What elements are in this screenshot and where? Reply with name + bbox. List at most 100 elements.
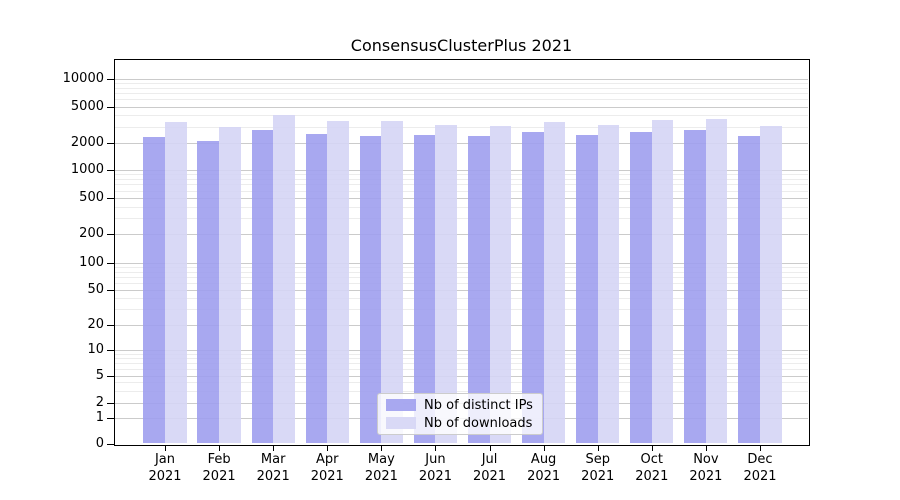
y-tick-label: 0 xyxy=(95,435,104,451)
y-tick-mark xyxy=(107,375,114,377)
gridline-minor xyxy=(115,267,808,269)
gridline-minor xyxy=(115,298,808,300)
x-tick-mark xyxy=(489,445,491,451)
x-tick-year: 2021 xyxy=(635,469,669,484)
chart-title: ConsensusClusterPlus 2021 xyxy=(350,36,573,55)
x-tick-month: Oct xyxy=(640,452,664,467)
x-tick-month: Feb xyxy=(207,452,231,467)
gridline-major xyxy=(115,324,808,326)
bar-distinct-ips-apr xyxy=(305,133,328,444)
gridline-major xyxy=(115,263,808,264)
y-tick-mark xyxy=(107,350,114,351)
x-tick-year: 2021 xyxy=(472,469,507,484)
x-tick-label: Dec 2021 xyxy=(728,451,792,485)
gridline-minor xyxy=(115,358,808,360)
bar-distinct-ips-jul xyxy=(467,136,490,444)
gridline-minor xyxy=(115,115,808,117)
x-tick-month: Mar xyxy=(260,452,286,467)
x-tick-label: Mar 2021 xyxy=(241,451,305,485)
legend-label-distinct-ips: Nb of distinct IPs xyxy=(424,397,533,413)
x-tick-label: Sep 2021 xyxy=(566,451,630,485)
y-tick-label: 20 xyxy=(87,316,104,332)
gridline-minor xyxy=(115,368,808,370)
bar-downloads-feb xyxy=(219,127,241,444)
gridline-major xyxy=(115,142,808,144)
x-tick-month: May xyxy=(367,452,395,467)
y-tick-label: 500 xyxy=(79,189,104,205)
bar-downloads-dec xyxy=(759,126,782,444)
x-tick-month: Aug xyxy=(530,452,557,467)
bar-distinct-ips-sep xyxy=(576,134,598,444)
gridline-minor xyxy=(115,363,808,365)
gridline-minor xyxy=(115,126,808,128)
gridline-major xyxy=(115,234,808,235)
gridline-minor xyxy=(115,179,808,181)
x-tick-mark xyxy=(705,445,707,451)
x-tick-year: 2021 xyxy=(418,469,452,484)
y-tick-label: 100 xyxy=(79,255,104,270)
legend-swatch-distinct-ips xyxy=(386,399,416,411)
x-tick-month: Jan xyxy=(154,452,176,467)
bar-downloads-jan xyxy=(165,121,187,444)
legend-swatch-downloads xyxy=(386,417,416,429)
x-tick-year: 2021 xyxy=(148,469,182,484)
gridline-minor xyxy=(115,184,808,186)
x-tick-label: Feb 2021 xyxy=(187,451,251,485)
bar-distinct-ips-jun xyxy=(413,134,436,444)
x-tick-month: Apr xyxy=(316,452,339,467)
x-tick-mark xyxy=(381,445,383,451)
gridline-major xyxy=(115,79,808,80)
gridline-major xyxy=(115,289,808,291)
x-tick-mark xyxy=(273,445,275,451)
y-tick-mark xyxy=(107,402,114,404)
bar-distinct-ips-may xyxy=(359,135,382,444)
gridline-minor xyxy=(115,206,808,208)
gridline-major xyxy=(115,375,808,377)
y-tick-label: 5 xyxy=(95,367,104,383)
x-tick-mark xyxy=(759,445,761,451)
gridline-minor xyxy=(115,309,808,310)
x-tick-mark xyxy=(597,445,599,451)
bar-distinct-ips-dec xyxy=(738,135,760,444)
x-tick-year: 2021 xyxy=(689,469,723,484)
y-tick-mark xyxy=(107,197,114,199)
bar-downloads-sep xyxy=(597,124,620,444)
bar-downloads-mar xyxy=(273,114,295,444)
gridline-minor xyxy=(115,276,808,278)
gridline-major xyxy=(115,197,808,199)
gridline-minor xyxy=(115,217,808,219)
gridline-minor xyxy=(115,99,808,101)
x-tick-year: 2021 xyxy=(256,469,290,484)
bar-distinct-ips-nov xyxy=(684,130,706,444)
bar-downloads-jun xyxy=(435,124,458,444)
legend: Nb of distinct IPs Nb of downloads xyxy=(377,393,543,435)
bar-distinct-ips-oct xyxy=(630,131,652,444)
y-tick-mark xyxy=(107,263,114,264)
bar-downloads-may xyxy=(381,120,403,444)
x-tick-month: Jun xyxy=(425,452,446,467)
x-tick-mark xyxy=(651,445,653,451)
x-tick-year: 2021 xyxy=(743,469,777,484)
x-tick-year: 2021 xyxy=(581,469,615,484)
x-tick-year: 2021 xyxy=(202,469,236,484)
gridline-minor xyxy=(115,271,808,273)
bar-distinct-ips-feb xyxy=(197,141,220,444)
x-tick-month: Sep xyxy=(585,452,610,467)
bar-distinct-ips-mar xyxy=(251,130,274,444)
plot-area xyxy=(114,59,810,446)
bar-downloads-oct xyxy=(651,120,674,444)
x-tick-label: Apr 2021 xyxy=(295,451,359,485)
y-tick-mark xyxy=(107,142,114,144)
gridline-major xyxy=(115,106,808,108)
y-tick-mark xyxy=(107,289,114,291)
x-tick-label: Aug 2021 xyxy=(512,451,576,485)
y-tick-label: 50 xyxy=(87,281,104,297)
gridline-minor xyxy=(115,93,808,95)
x-tick-year: 2021 xyxy=(310,469,344,484)
y-tick-mark xyxy=(107,443,114,445)
y-tick-label: 200 xyxy=(79,226,104,241)
legend-item-distinct-ips: Nb of distinct IPs xyxy=(386,398,534,413)
x-tick-label: Nov 2021 xyxy=(674,451,738,485)
gridline-minor xyxy=(115,83,808,85)
